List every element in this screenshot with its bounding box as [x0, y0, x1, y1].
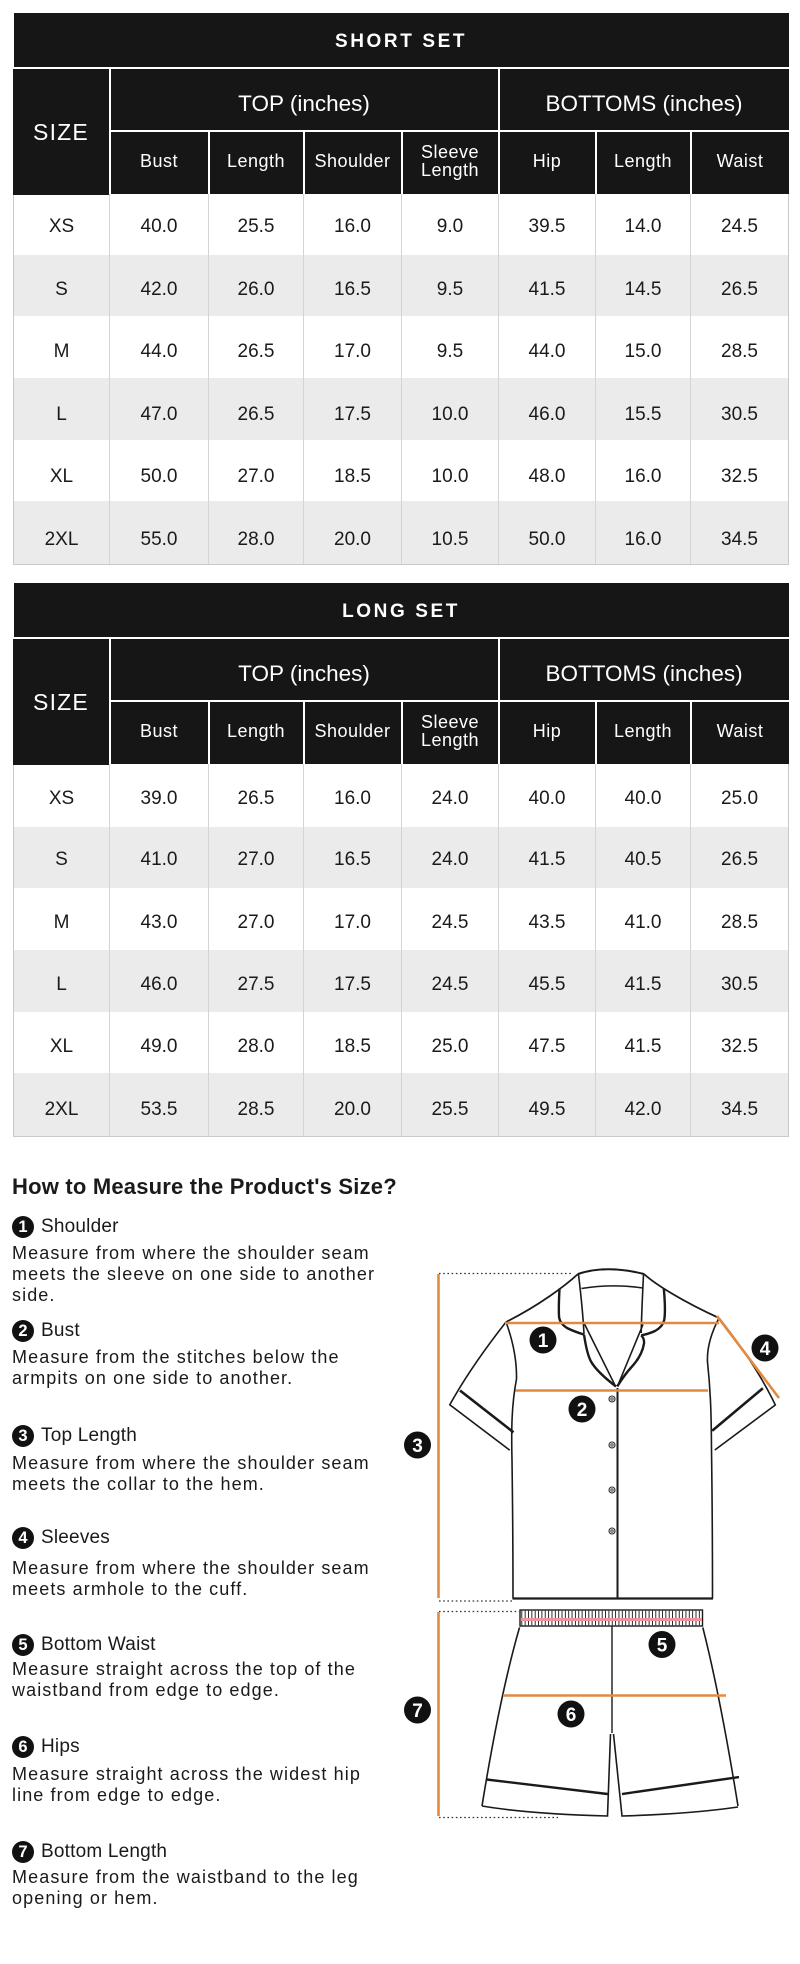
svg-text:3: 3: [412, 1436, 423, 1457]
svg-text:4: 4: [760, 1339, 771, 1360]
svg-text:7: 7: [412, 1701, 423, 1722]
svg-text:5: 5: [657, 1635, 668, 1656]
svg-text:1: 1: [538, 1331, 549, 1352]
svg-text:2: 2: [577, 1400, 588, 1421]
svg-text:6: 6: [566, 1705, 577, 1726]
